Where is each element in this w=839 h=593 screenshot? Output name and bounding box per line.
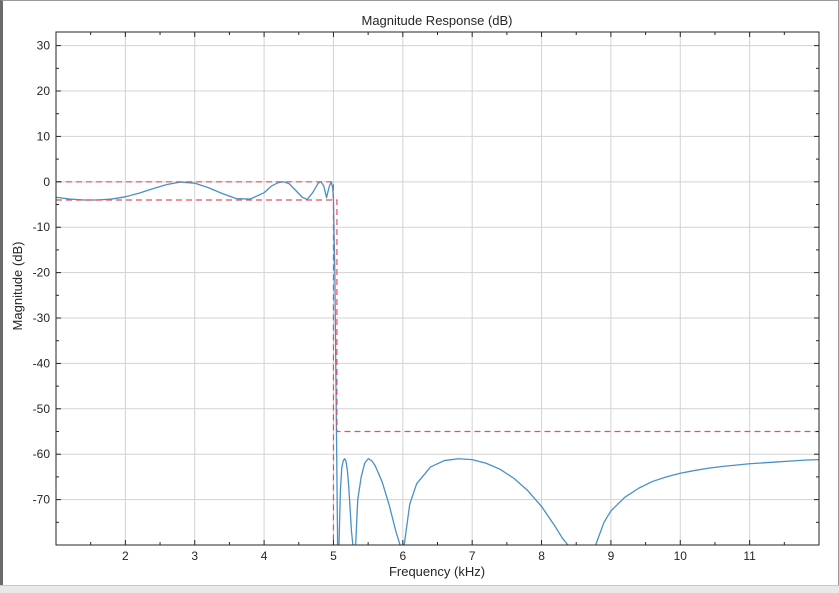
y-tick-label: 0 xyxy=(43,175,50,189)
series-layer xyxy=(56,181,819,545)
bottom-scrollbar[interactable] xyxy=(0,585,839,593)
y-tick-label: -20 xyxy=(33,266,51,280)
y-tick-label: -50 xyxy=(33,402,51,416)
x-tick-label: 6 xyxy=(399,549,406,563)
x-tick-label: 5 xyxy=(330,549,337,563)
x-tick-label: 2 xyxy=(122,549,129,563)
response-line-1 xyxy=(338,458,354,545)
y-tick-label: -10 xyxy=(33,220,51,234)
x-tick-label: 9 xyxy=(608,549,615,563)
y-tick-label: -40 xyxy=(33,356,51,370)
response-line-2 xyxy=(355,458,401,545)
y-tick-label: 20 xyxy=(37,84,51,98)
x-tick-label: 11 xyxy=(743,549,756,563)
y-tick-label: 10 xyxy=(37,129,51,143)
y-tick-label: -60 xyxy=(33,447,51,461)
y-tick-label: -30 xyxy=(33,311,51,325)
axes-box xyxy=(55,31,820,546)
mask-line-6 xyxy=(56,199,819,433)
y-axis-label: Magnitude (dB) xyxy=(10,242,25,331)
ticks: 2 3 4 5 6 7 8 9 10 11 30 20 10 0 -10 -20 -30 -40 -50 -60 -70 xyxy=(33,32,819,563)
response-line-4 xyxy=(595,459,819,545)
x-tick-label: 3 xyxy=(191,549,198,563)
x-tick-label: 4 xyxy=(261,549,268,563)
x-axis-label: Frequency (kHz) xyxy=(389,564,485,579)
x-tick-label: 10 xyxy=(674,549,688,563)
mask-line-5 xyxy=(56,181,335,545)
y-tick-label: -70 xyxy=(33,493,51,507)
y-tick-label: 30 xyxy=(37,39,51,53)
response-line-0 xyxy=(56,181,339,545)
x-tick-label: 7 xyxy=(469,549,476,563)
x-tick-label: 8 xyxy=(538,549,545,563)
grid xyxy=(56,32,819,545)
chart-title: Magnitude Response (dB) xyxy=(361,13,512,28)
response-line-3 xyxy=(403,458,569,545)
